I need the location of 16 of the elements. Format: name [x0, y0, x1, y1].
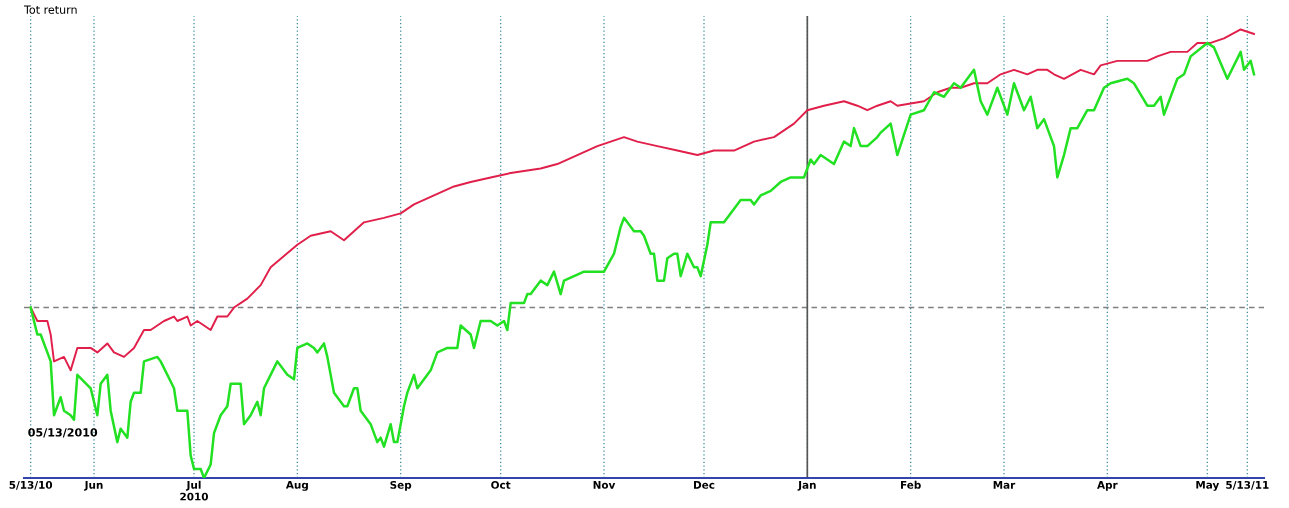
- x-tick-label: 5/13/11: [1226, 480, 1269, 490]
- x-tick-label: Dec: [694, 481, 715, 489]
- x-tick-label: Jul 2010: [180, 480, 208, 501]
- x-tick-label: Oct: [491, 480, 511, 489]
- annotation: 05/13/2010: [28, 428, 98, 438]
- x-tick-label: Sep: [390, 480, 412, 491]
- x-tick-label: Nov: [593, 481, 616, 489]
- x-tick-label: Mar: [993, 481, 1016, 489]
- x-tick-label: 5/13/10: [9, 480, 53, 490]
- x-tick-label: Aug: [285, 481, 308, 491]
- x-tick-label: Apr: [1097, 481, 1118, 491]
- x-tick-label: Feb: [901, 480, 921, 489]
- y-axis-title: Tot return: [23, 5, 77, 14]
- x-tick-label: Jan: [797, 481, 816, 491]
- x-tick-label: Jun: [84, 481, 103, 491]
- x-tick-label: May: [1196, 481, 1220, 491]
